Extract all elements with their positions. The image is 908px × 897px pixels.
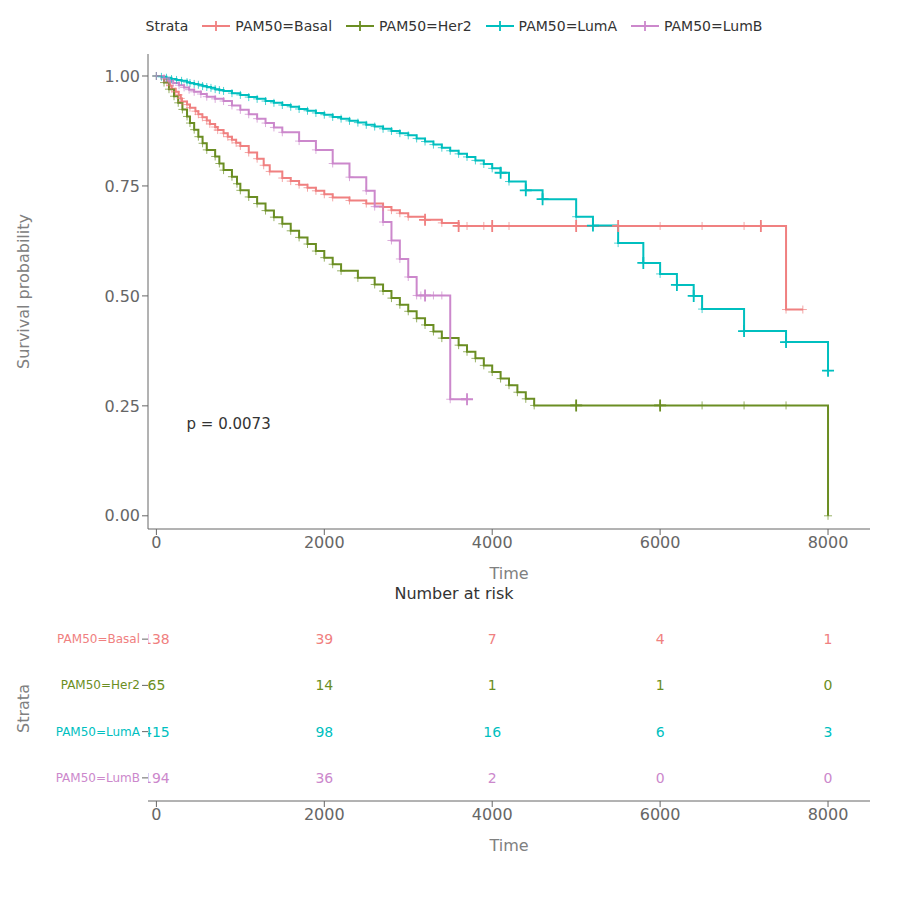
svg-text:0: 0	[824, 770, 833, 786]
svg-text:PAM50=LumB: PAM50=LumB	[56, 771, 140, 785]
svg-text:7: 7	[488, 631, 497, 647]
svg-text:0: 0	[656, 770, 665, 786]
svg-text:p = 0.0073: p = 0.0073	[187, 415, 271, 433]
svg-text:0.00: 0.00	[104, 506, 140, 525]
svg-text:3: 3	[824, 724, 833, 740]
html-text:PAM50=Basal: PAM50=Basal	[235, 18, 332, 34]
svg-text:0.75: 0.75	[104, 177, 140, 196]
html-text:PAM50=Her2: PAM50=Her2	[379, 18, 472, 34]
svg-text:4000: 4000	[472, 533, 513, 552]
svg-text:0: 0	[824, 677, 833, 693]
svg-text:0.50: 0.50	[104, 287, 140, 306]
svg-text:4: 4	[656, 631, 665, 647]
svg-text:Time: Time	[488, 564, 528, 583]
svg-text:1: 1	[824, 631, 833, 647]
svg-text:Time: Time	[488, 836, 528, 855]
html-text:Strata: Strata	[145, 18, 189, 34]
svg-text:14: 14	[315, 677, 333, 693]
svg-text:98: 98	[315, 724, 333, 740]
svg-text:2000: 2000	[304, 533, 345, 552]
svg-text:1.00: 1.00	[104, 67, 140, 86]
svg-text:16: 16	[483, 724, 501, 740]
svg-text:PAM50=LumA: PAM50=LumA	[56, 725, 141, 739]
svg-text:PAM50=Her2: PAM50=Her2	[61, 678, 140, 692]
svg-text:4000: 4000	[472, 805, 513, 824]
svg-text:2: 2	[488, 770, 497, 786]
svg-text:6000: 6000	[640, 533, 681, 552]
svg-text:6: 6	[656, 724, 665, 740]
html-text:Number at risk: Number at risk	[394, 584, 514, 603]
html-text:PAM50=LumA: PAM50=LumA	[518, 18, 617, 34]
svg-text:8000: 8000	[808, 805, 849, 824]
svg-text:415: 415	[148, 724, 170, 740]
html-text:PAM50=LumB: PAM50=LumB	[664, 18, 763, 34]
svg-text:1: 1	[488, 677, 497, 693]
svg-text:PAM50=Basal: PAM50=Basal	[57, 632, 140, 646]
svg-text:Strata: Strata	[14, 684, 33, 733]
svg-text:2000: 2000	[304, 805, 345, 824]
svg-text:Survival probability: Survival probability	[14, 214, 33, 369]
svg-text:138: 138	[148, 631, 170, 647]
svg-text:39: 39	[315, 631, 333, 647]
svg-text:0.25: 0.25	[104, 397, 140, 416]
svg-text:0: 0	[151, 533, 161, 552]
svg-text:8000: 8000	[808, 533, 849, 552]
svg-text:1: 1	[656, 677, 665, 693]
svg-text:6000: 6000	[640, 805, 681, 824]
svg-text:0: 0	[151, 805, 161, 824]
svg-text:36: 36	[315, 770, 333, 786]
svg-text:65: 65	[148, 677, 165, 693]
svg-text:194: 194	[148, 770, 170, 786]
